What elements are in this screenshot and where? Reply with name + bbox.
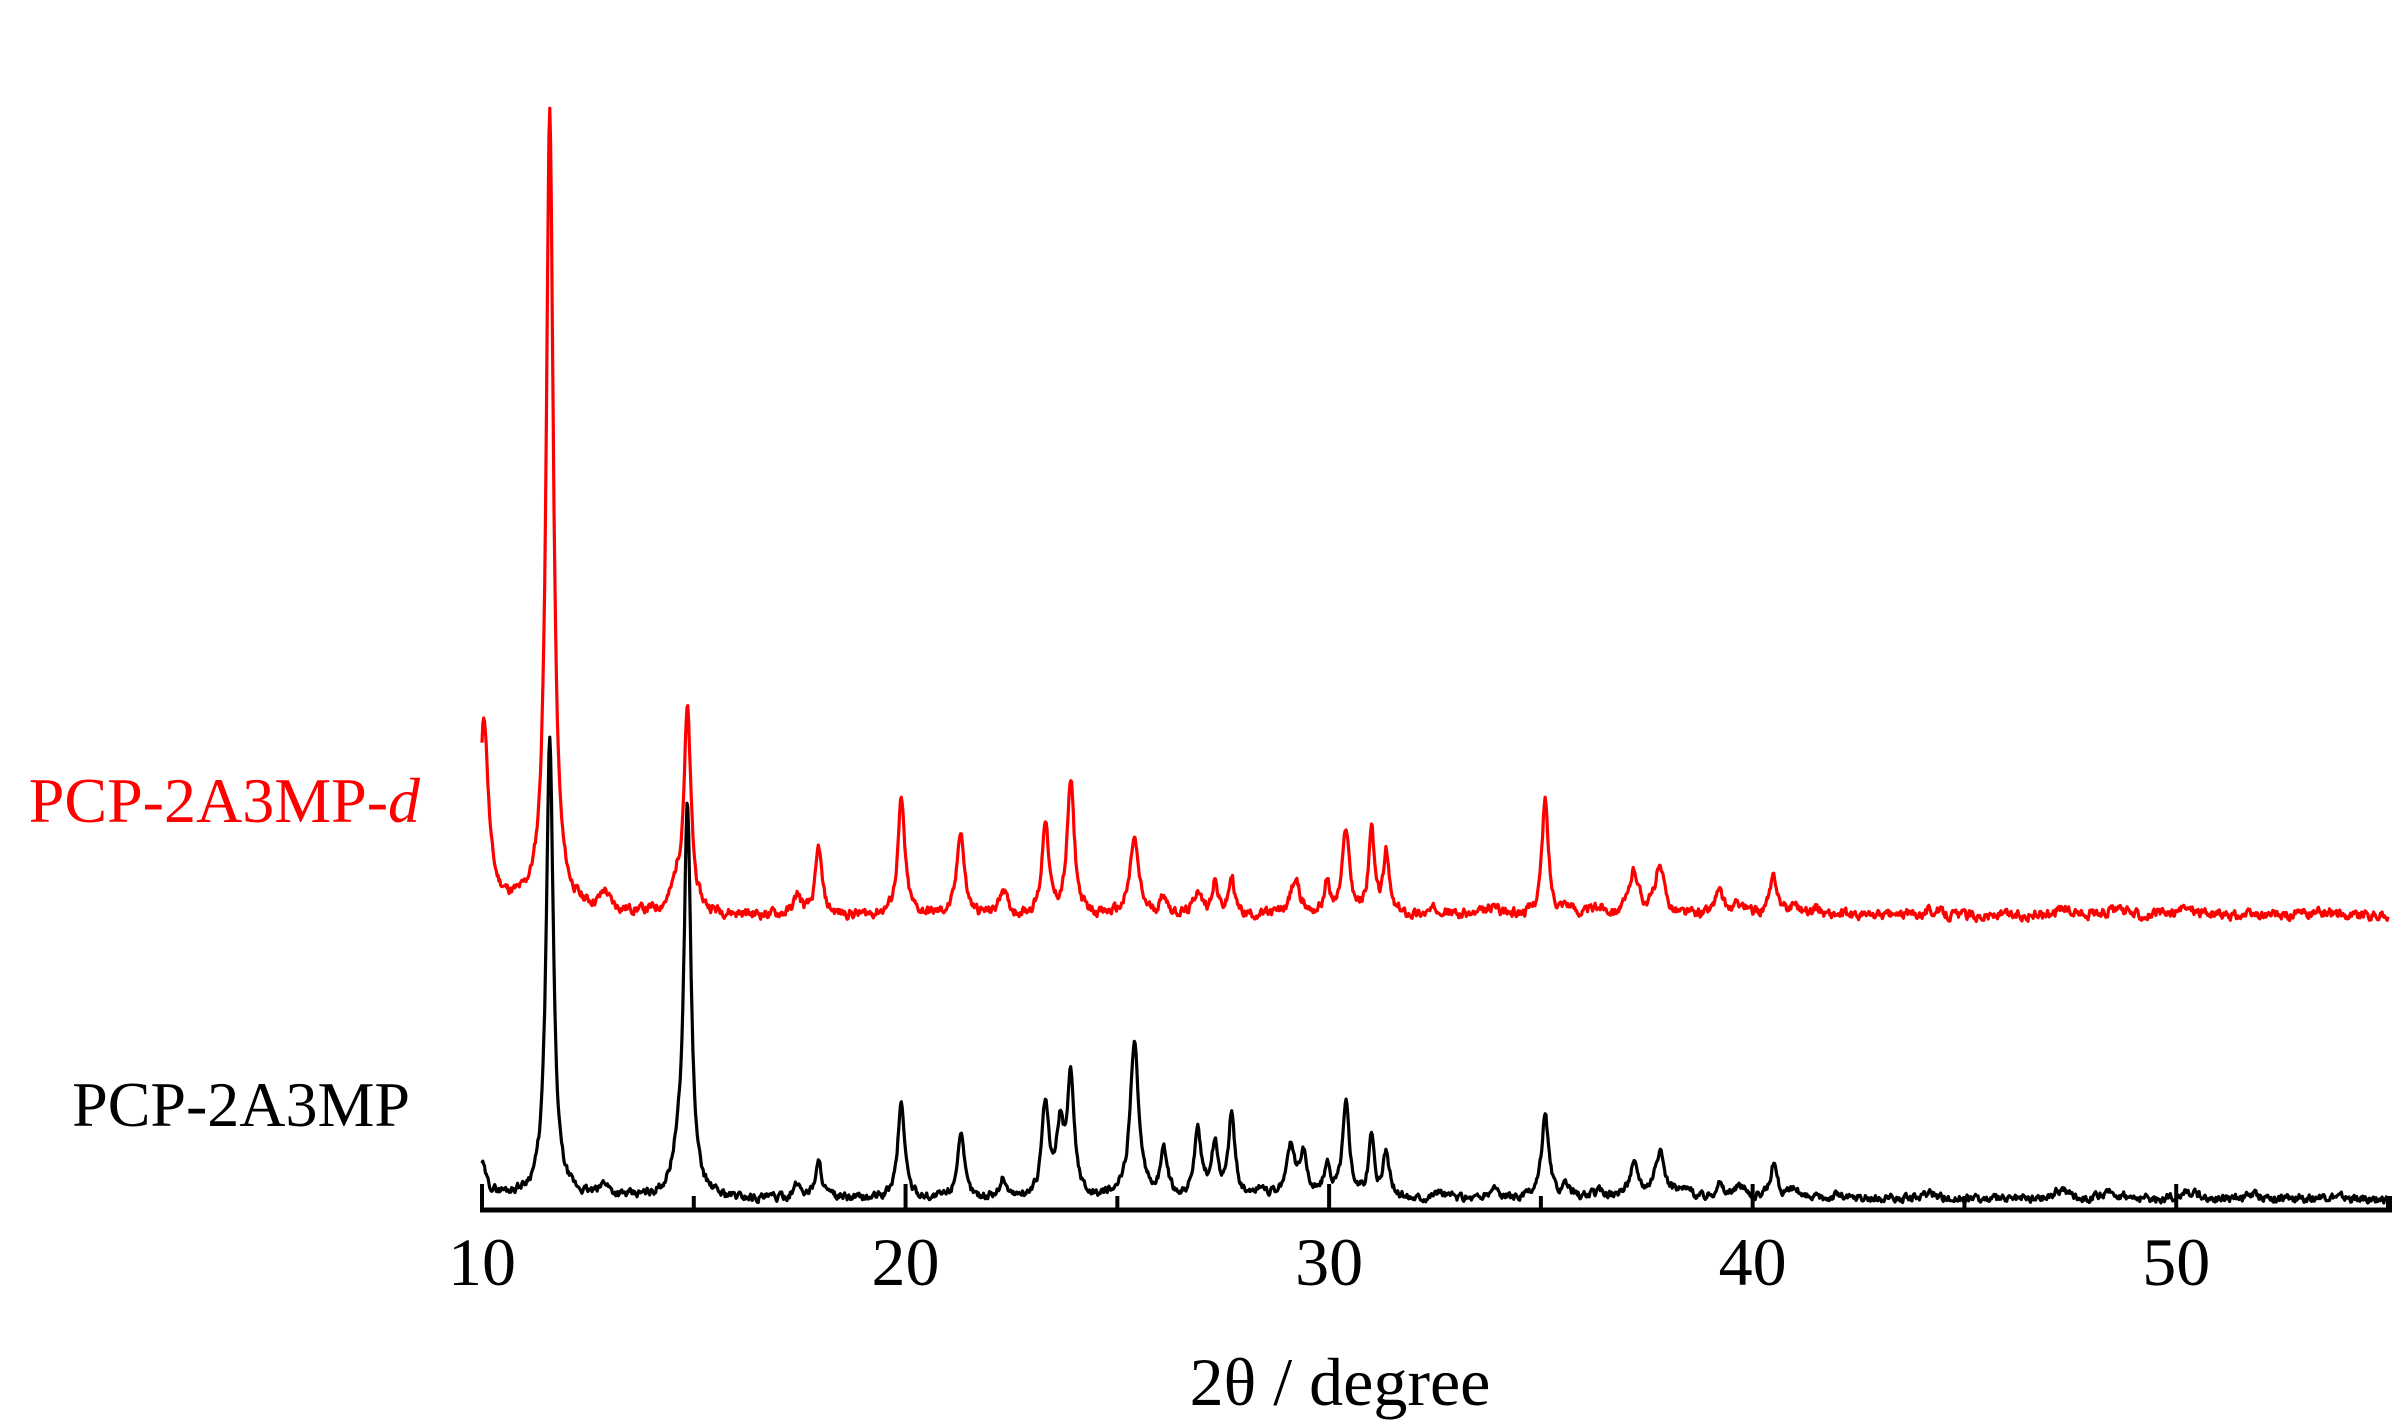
- series-line-pcp-2a3mp: [480, 735, 2389, 1205]
- x-tick-label-20: 20: [872, 1224, 940, 1300]
- curves-group: [480, 106, 2390, 1205]
- series-label-pcp-2a3mp: PCP-2A3MP: [72, 1069, 410, 1140]
- x-axis-title: 2θ / degree: [1190, 1344, 1491, 1420]
- x-tick-label-30: 30: [1295, 1224, 1363, 1300]
- series-label-pcp-2a3mp-d-italic: d: [388, 765, 421, 836]
- series-label-pcp-2a3mp-d: PCP-2A3MP-d: [29, 765, 421, 836]
- series-line-pcp-2a3mp-d: [480, 106, 2390, 924]
- x-axis-ticks: 10 20 30 40 50: [448, 1184, 2392, 1300]
- series-label-pcp-2a3mp-d-main: PCP-2A3MP-: [29, 765, 388, 836]
- x-tick-label-10: 10: [448, 1224, 516, 1300]
- x-tick-label-40: 40: [1719, 1224, 1787, 1300]
- x-tick-label-50: 50: [2142, 1224, 2210, 1300]
